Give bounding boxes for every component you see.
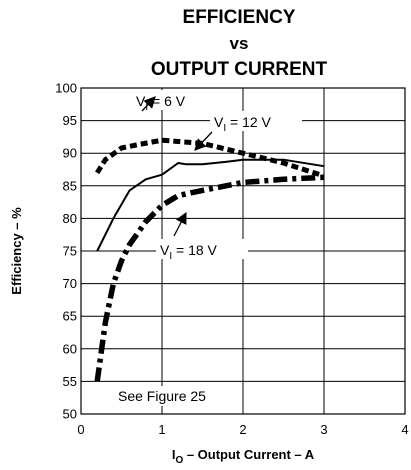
y-tick-label: 50 [63,407,77,422]
series-label-sub: I [169,251,172,262]
x-tick-label: 1 [158,422,165,437]
y-axis-label: Efficiency – % [9,207,24,295]
y-tick-label: 80 [63,211,77,226]
chart-title-line-2: vs [229,34,249,53]
chart-title-line-3: OUTPUT CURRENT [150,59,328,80]
series-label-rest: = 12 V [226,114,271,130]
y-tick-label: 85 [63,178,77,193]
chart-title-line-1: EFFICIENCY [182,7,296,28]
series-label-sub: I [223,123,226,134]
plot-frame [80,87,406,415]
see-figure-note: See Figure 25 [118,388,206,404]
series-label-1: VI = 12 V [214,114,272,134]
series-label-arrow-2 [173,211,187,237]
x-axis-label-main: I [172,447,176,462]
y-tick-label: 60 [63,341,77,356]
y-tick-label: 75 [63,244,77,259]
series-label-main: V [160,242,170,258]
series-line-0 [95,137,325,179]
x-tick-label: 2 [239,422,246,437]
series-label-main: V [136,93,146,109]
series-label-main: V [214,114,224,130]
series-line-1 [96,158,325,252]
y-tick-label: 55 [63,374,77,389]
y-tick-label: 70 [63,276,77,291]
x-tick-label: 3 [320,422,327,437]
series-label-arrow-0 [141,96,156,112]
x-tick-label: 4 [401,422,408,437]
y-tick-label: 100 [55,81,77,96]
x-axis-label-sub: O [175,455,183,466]
series-label-bg-2 [156,239,248,259]
series-label-bg-1 [210,111,302,131]
series-line-2 [94,174,325,382]
series-label-rest: = 18 V [172,242,217,258]
x-axis-label: IO – Output Current – A [172,447,315,466]
x-axis-label-rest: – Output Current – A [183,447,315,462]
note-bg [113,386,227,406]
series-label-rest: = 6 V [148,93,186,109]
y-tick-label: 95 [63,113,77,128]
x-tick-label: 0 [77,422,84,437]
y-tick-label: 65 [63,309,77,324]
series-label-arrow-1 [194,131,213,151]
series-label-2: VI = 18 V [160,242,218,262]
y-tick-label: 90 [63,146,77,161]
